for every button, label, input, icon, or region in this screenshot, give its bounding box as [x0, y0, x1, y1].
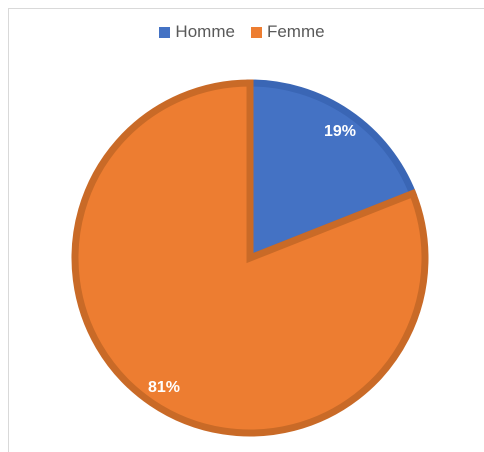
legend-swatch-homme: [159, 26, 171, 38]
legend: Homme Femme: [0, 22, 484, 42]
pie-slice-homme: [246, 79, 418, 264]
legend-item-homme: Homme: [159, 22, 235, 42]
legend-item-femme: Femme: [250, 22, 325, 42]
legend-swatch-femme: [250, 26, 262, 38]
legend-label-homme: Homme: [175, 22, 235, 41]
pie-slices: [71, 79, 429, 437]
legend-label-femme: Femme: [266, 22, 325, 41]
pie-slice-femme: [71, 79, 429, 437]
data-label-homme: 19%: [324, 123, 356, 140]
data-label-femme: 81%: [148, 379, 180, 396]
pie-data-labels: 19% 81%: [148, 123, 356, 396]
